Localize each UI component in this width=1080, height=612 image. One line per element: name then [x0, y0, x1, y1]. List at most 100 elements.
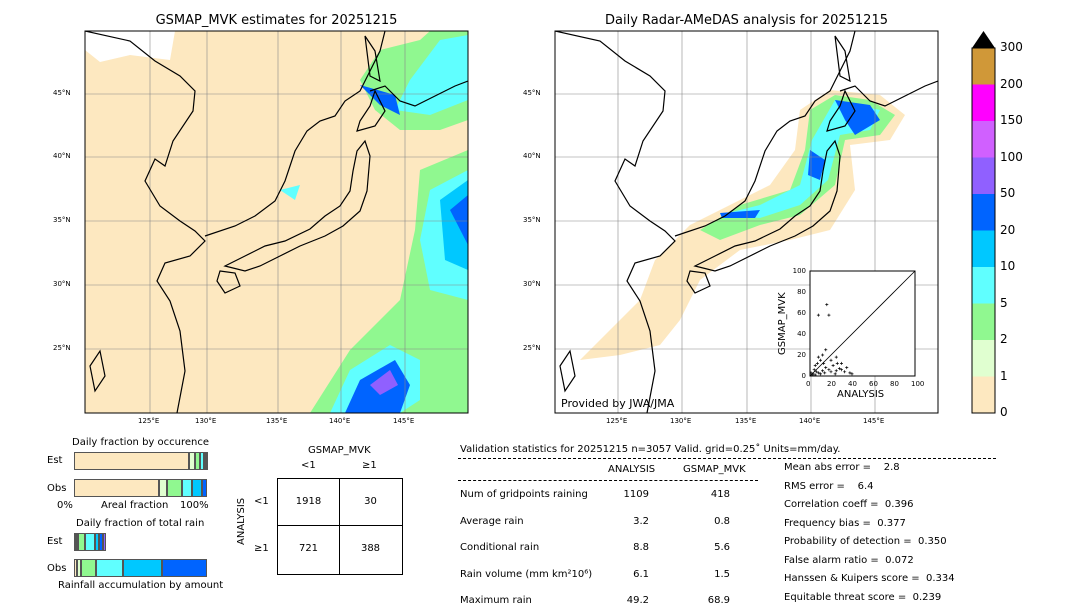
scatter-point [809, 371, 813, 375]
stats-analysis-value: 1109 [623, 489, 649, 500]
lat-tick-label: 25°N [53, 344, 71, 352]
stats-col-analysis: ANALYSIS [608, 464, 656, 475]
total-rain-obs-segment [76, 559, 81, 577]
scatter-point [816, 355, 820, 359]
lat-tick-label: 40°N [53, 152, 71, 160]
total-rain-obs-segment [122, 559, 163, 577]
contingency-col-title: GSMAP_MVK [308, 445, 371, 456]
total-rain-obs-segment [95, 559, 123, 577]
stats-analysis-value: 6.1 [633, 568, 649, 580]
scatter-ytick: 0 [801, 372, 806, 380]
stats-score: False alarm ratio = 0.072 [784, 554, 914, 566]
scatter-point [823, 371, 827, 375]
colorbar-label: 5 [1000, 295, 1008, 310]
occurrence-obs-segment [181, 479, 192, 497]
stats-gsmap-value: 0.8 [714, 515, 730, 527]
scatter-point [850, 372, 854, 376]
colorbar-label: 50 [1000, 186, 1016, 200]
lat-tick-label: 35°N [523, 216, 541, 224]
lat-tick-label: 40°N [523, 152, 541, 160]
colorbar [971, 31, 996, 414]
lat-tick-label: 45°N [53, 89, 71, 97]
occurrence-est-segment [200, 452, 205, 470]
total-rain-est-segment [77, 533, 85, 551]
scatter-point [822, 361, 826, 365]
lon-tick-label: 145°E [863, 417, 885, 425]
scatter-point [816, 313, 820, 317]
occurrence-xlabel-mid: Areal fraction [101, 500, 169, 511]
scatter-point [811, 372, 815, 376]
stats-row-label: Num of gridpoints raining [460, 489, 588, 500]
contingency-col-label: ≥1 [362, 460, 377, 471]
occurrence-obs-segment [74, 479, 160, 497]
stats-score: Correlation coeff = 0.396 [784, 499, 914, 510]
contingency-row-title: ANALYSIS [236, 497, 247, 545]
lat-tick-label: 25°N [523, 344, 541, 352]
scatter-xtick: 40 [848, 380, 857, 388]
stats-gsmap-value: 68.9 [707, 595, 730, 606]
bar-row-label: Est [47, 455, 63, 466]
colorbar-segment [972, 267, 995, 304]
stats-score: Mean abs error = 2.8 [784, 462, 900, 473]
colorbar-segment [972, 194, 995, 231]
contingency-cell: 721 [298, 543, 319, 554]
scatter-point [829, 358, 833, 362]
stats-gsmap-value: 418 [710, 489, 730, 500]
stats-score: Frequency bias = 0.377 [784, 517, 906, 529]
scatter-point [827, 313, 831, 317]
colorbar-segment [972, 48, 995, 85]
stats-analysis-value: 49.2 [626, 595, 649, 606]
right-map-title: Daily Radar-AMeDAS analysis for 20251215 [605, 13, 888, 28]
scatter-point [819, 372, 822, 376]
scatter-xlabel: ANALYSIS [837, 389, 885, 400]
scatter-xtick: 0 [806, 380, 811, 388]
colorbar-segment [972, 157, 995, 194]
scatter-point [833, 372, 837, 376]
lon-tick-label: 135°E [735, 417, 757, 425]
left-map [85, 31, 468, 413]
scatter-ylabel: GSMAP_MVK [777, 292, 788, 355]
stats-gsmap-value: 5.6 [714, 542, 730, 553]
occurrence-title: Daily fraction by occurence [72, 437, 210, 448]
stats-row-label: Average rain [460, 515, 524, 527]
colorbar-segment [972, 303, 995, 340]
scatter-ytick: 40 [797, 330, 806, 338]
occurrence-obs-segment [167, 479, 182, 497]
occurrence-xlabel-left: 0% [57, 500, 73, 511]
lon-tick-label: 140°E [329, 417, 351, 425]
colorbar-label: 200 [1000, 76, 1023, 91]
colorbar-label: 20 [1000, 222, 1016, 237]
total-rain-est-segment [74, 533, 76, 551]
bar-row-label: Obs [47, 563, 67, 574]
total-rain-est-segment [95, 533, 100, 551]
occurrence-est-segment [204, 452, 207, 470]
scatter-point [825, 303, 829, 307]
scatter-point [831, 364, 835, 367]
contingency-cell: 1918 [295, 496, 322, 507]
lat-tick-label: 30°N [53, 280, 71, 288]
stats-gsmap-value: 1.5 [714, 568, 730, 580]
scatter-ytick: 100 [792, 267, 806, 275]
scatter-point [813, 364, 817, 367]
scatter-point [821, 353, 825, 357]
scatter-ytick: 60 [797, 309, 806, 317]
colorbar-label: 0 [1000, 405, 1008, 419]
contingency-row-label: <1 [254, 496, 269, 507]
lon-tick-label: 130°E [195, 417, 217, 425]
colorbar-label: 2 [1000, 332, 1008, 346]
stats-row-label: Maximum rain [460, 595, 532, 606]
total-rain-est-segment [99, 533, 103, 551]
scatter-point [821, 369, 825, 373]
colorbar-segment [972, 84, 995, 121]
scatter-point [834, 355, 838, 359]
stats-score: Equitable threat score = 0.239 [784, 591, 942, 603]
scatter-point [815, 361, 819, 365]
lon-tick-label: 140°E [799, 417, 821, 425]
lat-tick-label: 35°N [53, 216, 71, 224]
contingency-cell: 388 [360, 543, 381, 554]
stats-score: Probability of detection = 0.350 [784, 536, 947, 547]
scatter-point [837, 367, 841, 371]
lon-tick-label: 125°E [138, 417, 160, 425]
total-rain-est-segment [75, 533, 78, 551]
